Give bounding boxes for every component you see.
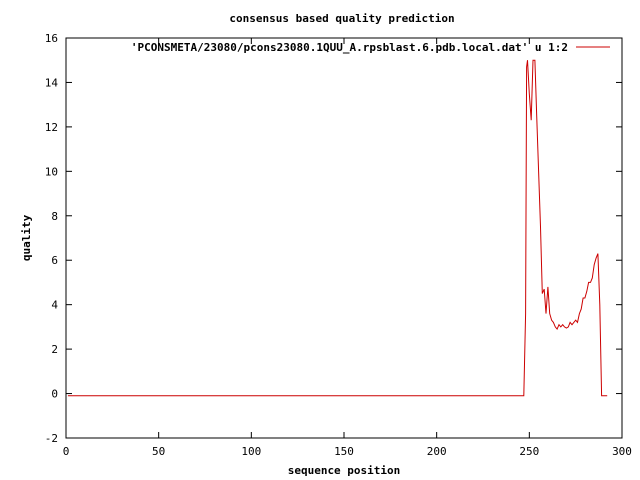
- y-tick-label: 10: [45, 165, 58, 178]
- legend-label: 'PCONSMETA/23080/pcons23080.1QUU_A.rpsbl…: [131, 41, 568, 54]
- y-axis-label: quality: [20, 214, 33, 261]
- x-tick-label: 150: [334, 445, 354, 458]
- y-tick-label: 16: [45, 32, 58, 45]
- x-tick-label: 250: [519, 445, 539, 458]
- x-axis: 0 50 100 150 200 250 300: [63, 38, 632, 458]
- legend: 'PCONSMETA/23080/pcons23080.1QUU_A.rpsbl…: [131, 41, 610, 54]
- x-axis-label: sequence position: [288, 464, 401, 477]
- x-tick-label: 300: [612, 445, 632, 458]
- y-tick-label: 8: [51, 210, 58, 223]
- series-line: [67, 59, 608, 397]
- x-tick-label: 0: [63, 445, 70, 458]
- y-tick-label: 0: [51, 388, 58, 401]
- chart-title: consensus based quality prediction: [229, 12, 454, 25]
- y-tick-label: 14: [45, 76, 59, 89]
- x-tick-label: 100: [241, 445, 261, 458]
- y-tick-label: 6: [51, 254, 58, 267]
- y-tick-label: 4: [51, 299, 58, 312]
- series-layer: [67, 59, 608, 397]
- x-tick-label: 50: [152, 445, 165, 458]
- x-tick-label: 200: [427, 445, 447, 458]
- y-tick-label: -2: [45, 432, 58, 445]
- y-tick-label: 12: [45, 121, 58, 134]
- plot-frame: [65, 37, 623, 439]
- y-axis: -2 0 2 4 6 8 10 12 14 16: [45, 32, 622, 445]
- y-tick-label: 2: [51, 343, 58, 356]
